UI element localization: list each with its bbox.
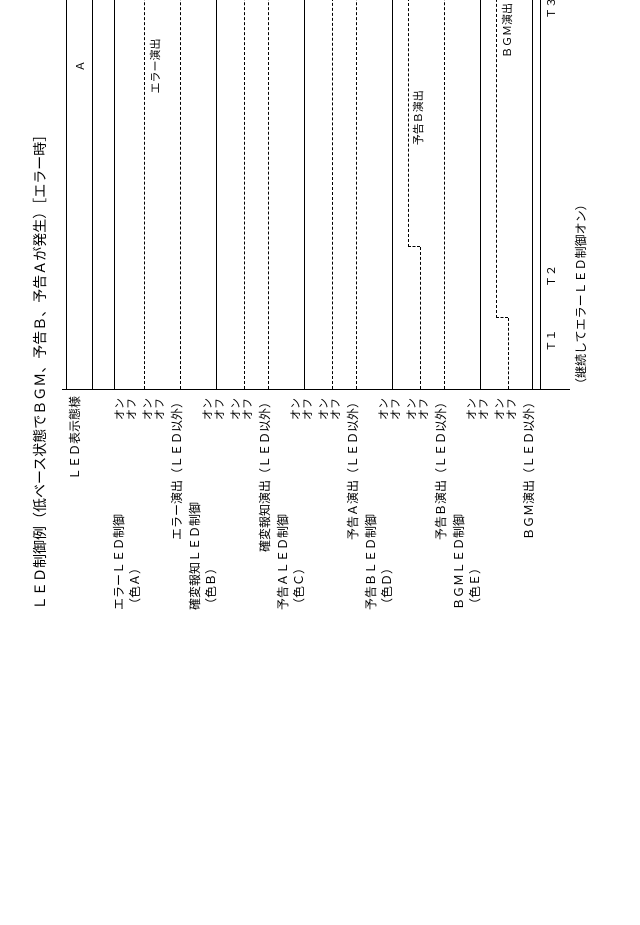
off-label: オフ [126,398,138,420]
off-label: オフ [418,398,430,420]
off-label: オフ [242,398,254,420]
on-label: オン [378,398,390,420]
sub-label-ya: 予告Ａ演出（ＬＥＤ以外） [344,396,361,540]
timing-chart: ＬＥＤ表示態様 エラーＬＥＤ制御 （色Ａ） オン オフ オン オフ エラー演出（… [62,0,570,610]
time-axis: Ｔ１ Ｔ２ Ｔ３ 時間 [540,0,570,389]
off-label: オフ [214,398,226,420]
off-label: オフ [154,398,166,420]
seg-text-bgm: ＢＧＭ演出 [499,0,515,318]
on-label: オン [466,398,478,420]
bottom-note: （継続してエラーＬＥＤ制御オン） [572,0,589,390]
on-label: オン [114,398,126,420]
on-label: オン [290,398,302,420]
on-label: オン [202,398,214,420]
sub-label-kakuhen: 確変報知演出（ＬＥＤ以外） [256,396,273,552]
labels-column: ＬＥＤ表示態様 エラーＬＥＤ制御 （色Ａ） オン オフ オン オフ エラー演出（… [62,390,570,610]
on-label: オン [494,398,506,420]
seg-text-yb: 予告Ｂ演出 [410,0,426,247]
header-label: ＬＥＤ表示態様 [66,396,83,480]
tick-t2: Ｔ２ [543,265,559,287]
group-label-error: エラーＬＥＤ制御 （色Ａ） [112,514,143,610]
group-label-yb: 予告ＢＬＥＤ制御 （色Ｄ） [364,514,395,610]
header-text: Ａ [72,0,88,389]
off-label: オフ [506,398,518,420]
seg-text-error: エラー演出 [147,0,163,389]
off-label: オフ [330,398,342,420]
sub-label-yb: 予告Ｂ演出（ＬＥＤ以外） [432,396,449,540]
on-label: オン [230,398,242,420]
tick-t1: Ｔ１ [543,330,559,352]
off-label: オフ [390,398,402,420]
on-label: オン [318,398,330,420]
timing-plot: Ａ エラー演出 予告 [62,0,570,390]
off-label: オフ [478,398,490,420]
group-label-kakuhen: 確変報知ＬＥＤ制御 （色Ｂ） [188,502,219,610]
sub-label-error: エラー演出（ＬＥＤ以外） [168,396,185,540]
sub-label-bgm: ＢＧＭ演出（ＬＥＤ以外） [520,396,537,540]
on-label: オン [142,398,154,420]
tick-t3: Ｔ３ [543,0,559,19]
group-label-bgm: ＢＧＭＬＥＤ制御 （色Ｅ） [452,514,483,610]
group-label-ya: 予告ＡＬＥＤ制御 （色Ｃ） [276,514,307,610]
off-label: オフ [302,398,314,420]
on-label: オン [406,398,418,420]
diagram-title: ＬＥＤ制御例（低ベース状態でＢＧＭ、予告Ｂ、予告Ａが発生）［エラー時］ [30,0,50,610]
